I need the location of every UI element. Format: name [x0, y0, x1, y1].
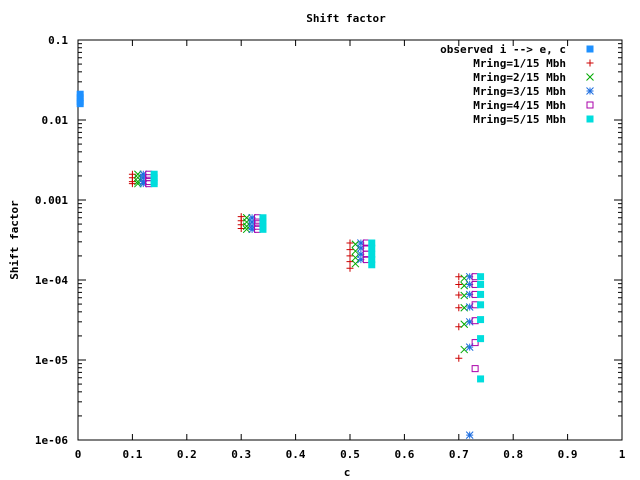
data-point	[465, 317, 474, 326]
data-point	[368, 239, 376, 247]
series-4-points	[139, 170, 474, 439]
data-point	[346, 239, 354, 247]
data-point	[150, 180, 158, 188]
data-point	[465, 303, 474, 311]
data-point	[465, 280, 474, 289]
legend-marker	[586, 101, 594, 109]
x-axis-label: c	[344, 466, 351, 479]
y-tick-label: 0.01	[42, 114, 69, 127]
data-points	[76, 90, 485, 439]
data-point	[477, 290, 485, 298]
x-tick-label: 0	[75, 448, 82, 461]
series-1-points	[76, 90, 84, 108]
data-point	[368, 244, 376, 252]
series-3-points	[133, 170, 469, 354]
data-point	[346, 246, 354, 254]
y-tick-label: 1e-04	[35, 274, 68, 287]
legend-label: Mring=3/15 Mbh	[473, 85, 566, 98]
data-point	[351, 259, 360, 268]
x-tick-label: 0.4	[286, 448, 306, 461]
data-point	[465, 290, 474, 299]
x-tick-label: 1	[619, 448, 626, 461]
legend-label: Mring=5/15 Mbh	[473, 113, 566, 126]
legend-label: Mring=2/15 Mbh	[473, 71, 566, 84]
y-tick-label: 1e-05	[35, 354, 68, 367]
data-point	[465, 272, 474, 281]
y-axis-label: Shift factor	[8, 200, 21, 280]
y-tick-label: 0.1	[48, 34, 68, 47]
data-point	[471, 365, 479, 373]
data-point	[455, 280, 463, 288]
legend-label: Mring=1/15 Mbh	[473, 57, 566, 70]
data-point	[357, 250, 365, 259]
x-tick-label: 0.6	[394, 448, 414, 461]
data-point	[357, 239, 365, 247]
data-point	[150, 174, 158, 182]
data-point	[76, 94, 84, 102]
data-point	[455, 291, 463, 299]
legend-marker	[586, 59, 594, 67]
series-2-points	[128, 170, 463, 362]
data-point	[139, 173, 148, 182]
x-tick-label: 0.9	[558, 448, 578, 461]
data-point	[248, 218, 256, 226]
data-point	[477, 280, 485, 288]
series-6-points	[150, 170, 485, 383]
y-tick-label: 0.001	[35, 194, 68, 207]
data-point	[346, 264, 354, 272]
legend-marker	[586, 87, 594, 95]
legend-label: observed i --> e, c	[440, 43, 566, 56]
x-tick-label: 0.3	[231, 448, 251, 461]
data-point	[259, 225, 267, 233]
data-point	[242, 222, 251, 231]
data-point	[455, 354, 463, 362]
x-tick-label: 0.5	[340, 448, 360, 461]
data-point	[248, 225, 256, 234]
data-point	[465, 343, 474, 351]
x-tick-label: 0.7	[449, 448, 469, 461]
data-point	[351, 247, 360, 255]
data-point	[357, 255, 365, 264]
data-point	[477, 316, 485, 324]
axes: 0 0.1 0.2 0.3 0.4 0.5 0.6 0.7 0.8 0.9 1 1e-06 1e-05 1…	[35, 34, 626, 461]
data-point	[455, 304, 463, 312]
data-point	[139, 179, 148, 188]
data-point	[357, 244, 365, 253]
data-point	[477, 375, 485, 383]
legend-label: Mring=4/15 Mbh	[473, 99, 566, 112]
data-point	[477, 335, 485, 343]
data-point	[368, 250, 376, 258]
y-tick-label: 1e-06	[35, 434, 68, 447]
x-tick-label: 0.8	[503, 448, 523, 461]
legend-marker	[586, 73, 594, 81]
data-point	[368, 261, 376, 269]
data-point	[128, 180, 136, 188]
data-point	[259, 214, 267, 222]
data-point	[477, 301, 485, 309]
chart-title: Shift factor	[306, 12, 386, 25]
x-tick-label: 0.2	[177, 448, 197, 461]
data-point	[76, 100, 84, 108]
data-point	[465, 431, 474, 439]
data-point	[477, 273, 485, 281]
legend-marker	[586, 45, 594, 53]
data-point	[471, 339, 479, 347]
data-point	[237, 225, 245, 233]
legend-marker	[586, 115, 594, 123]
data-point	[455, 273, 463, 281]
data-point	[346, 258, 354, 266]
data-point	[242, 225, 251, 234]
data-point	[259, 218, 267, 226]
data-point	[248, 213, 256, 222]
data-point	[133, 170, 142, 179]
x-tick-label: 0.1	[122, 448, 142, 461]
data-point	[368, 256, 376, 264]
